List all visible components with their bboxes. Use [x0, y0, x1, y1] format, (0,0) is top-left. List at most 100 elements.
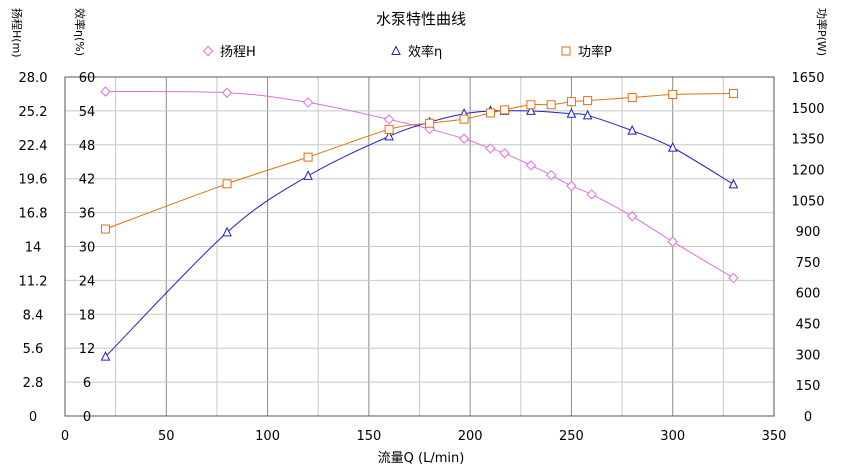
legend-item-head: 扬程H — [202, 45, 256, 60]
head-point — [626, 211, 638, 222]
efficiency-tick-label: 24 — [79, 274, 96, 289]
x-tick-label: 250 — [559, 429, 584, 444]
power-tick-label: 150 — [796, 379, 821, 394]
efficiency-tick-label: 30 — [79, 241, 96, 256]
x-axis-title: 流量Q (L/min) — [378, 451, 465, 466]
head-tick-label: 28.0 — [19, 71, 48, 86]
power-point — [222, 179, 232, 189]
power-tick-label: 600 — [796, 287, 821, 302]
head-tick-label: 5.6 — [23, 342, 44, 357]
x-tick-label: 300 — [660, 429, 685, 444]
power-tick-label: 750 — [796, 256, 821, 271]
power-point — [566, 97, 576, 107]
efficiency-point — [728, 178, 739, 189]
head-tick-label: 11.2 — [19, 274, 48, 289]
efficiency-tick-label: 12 — [79, 342, 96, 357]
efficiency-point — [582, 109, 593, 120]
head-tick-label: 25.2 — [19, 105, 48, 120]
head-tick-label: 19.6 — [19, 173, 48, 188]
head-point — [383, 114, 395, 125]
head-tick-label: 16.8 — [19, 207, 48, 222]
power-point — [500, 105, 510, 115]
efficiency-point — [566, 108, 577, 118]
head-tick-label: 22.4 — [19, 139, 48, 154]
efficiency-point — [303, 170, 313, 180]
legend-marker — [202, 45, 214, 57]
efficiency-tick-label: 0 — [83, 410, 91, 425]
x-tick-label: 200 — [458, 429, 483, 444]
head-tick-label: 0 — [29, 410, 37, 425]
head-tick-label: 8.4 — [23, 308, 44, 323]
legend-item-efficiency: 效率η — [391, 44, 442, 60]
head-tick-label: 2.8 — [23, 376, 44, 391]
head-point — [566, 180, 577, 192]
power-point — [526, 100, 536, 110]
power-tick-label: 1350 — [791, 133, 824, 148]
head-axis-title: 扬程H(m) — [10, 8, 24, 58]
power-point — [303, 152, 313, 162]
efficiency-point — [384, 130, 394, 141]
efficiency-point — [667, 142, 678, 152]
series-markers — [100, 86, 739, 361]
head-point — [499, 148, 510, 159]
power-tick-label: 300 — [796, 348, 821, 363]
x-tick-label: 50 — [158, 429, 175, 444]
x-tick-label: 0 — [61, 429, 69, 444]
power-tick-label: 900 — [796, 225, 821, 240]
chart-title: 水泵特性曲线 — [376, 10, 466, 28]
head-point — [728, 272, 739, 284]
efficiency-tick-label: 48 — [79, 139, 96, 154]
plot-border — [64, 76, 775, 417]
tick-labels: 0 50 100 150 200 250 300 35002.85.68.411.21416.… — [19, 71, 825, 444]
efficiency-axis-title: 效率η(%) — [73, 8, 87, 56]
head-point — [667, 236, 678, 247]
efficiency-tick-label: 18 — [79, 308, 96, 323]
head-point — [458, 133, 470, 144]
power-point — [668, 89, 678, 99]
legend-item-power: 功率P — [561, 44, 612, 60]
efficiency-tick-label: 6 — [83, 376, 91, 391]
power-point — [728, 88, 738, 98]
efficiency-tick-label: 36 — [79, 207, 96, 222]
efficiency-point — [526, 105, 536, 115]
power-axis-title: 功率P(W) — [815, 8, 829, 56]
x-tick-label: 100 — [255, 429, 280, 444]
legend-label: 效率η — [408, 44, 442, 60]
head-point — [525, 160, 537, 171]
legend-label: 功率P — [578, 44, 612, 60]
power-tick-label: 0 — [804, 410, 812, 425]
head-point — [485, 143, 496, 154]
power-point — [101, 224, 111, 234]
power-point — [459, 114, 469, 124]
power-tick-label: 1500 — [791, 102, 824, 117]
power-tick-label: 1650 — [791, 71, 824, 86]
power-point — [546, 100, 556, 110]
head-point — [221, 87, 233, 98]
power-point — [425, 118, 435, 128]
power-point — [583, 96, 593, 106]
power-point — [627, 93, 637, 103]
power-tick-label: 1200 — [791, 163, 824, 178]
head-tick-label: 14 — [25, 241, 42, 256]
legend-marker — [561, 46, 571, 56]
power-point — [485, 108, 495, 118]
head-point — [545, 169, 557, 181]
head-point — [100, 86, 111, 97]
plot-frame — [64, 76, 775, 417]
efficiency-tick-label: 54 — [79, 105, 96, 120]
efficiency-point — [100, 351, 111, 361]
head-point — [586, 189, 597, 200]
head-point — [302, 97, 314, 108]
efficiency-tick-label: 60 — [79, 71, 96, 86]
x-tick-label: 350 — [762, 429, 787, 444]
legend-marker — [391, 45, 401, 55]
legend: 扬程H 效率η 功率P — [202, 44, 612, 60]
grid — [64, 76, 775, 417]
legend-label: 扬程H — [220, 45, 256, 60]
power-tick-label: 450 — [796, 318, 821, 333]
x-tick-label: 150 — [356, 429, 381, 444]
efficiency-point — [627, 125, 638, 135]
efficiency-point — [222, 226, 232, 237]
efficiency-tick-label: 42 — [79, 173, 96, 188]
